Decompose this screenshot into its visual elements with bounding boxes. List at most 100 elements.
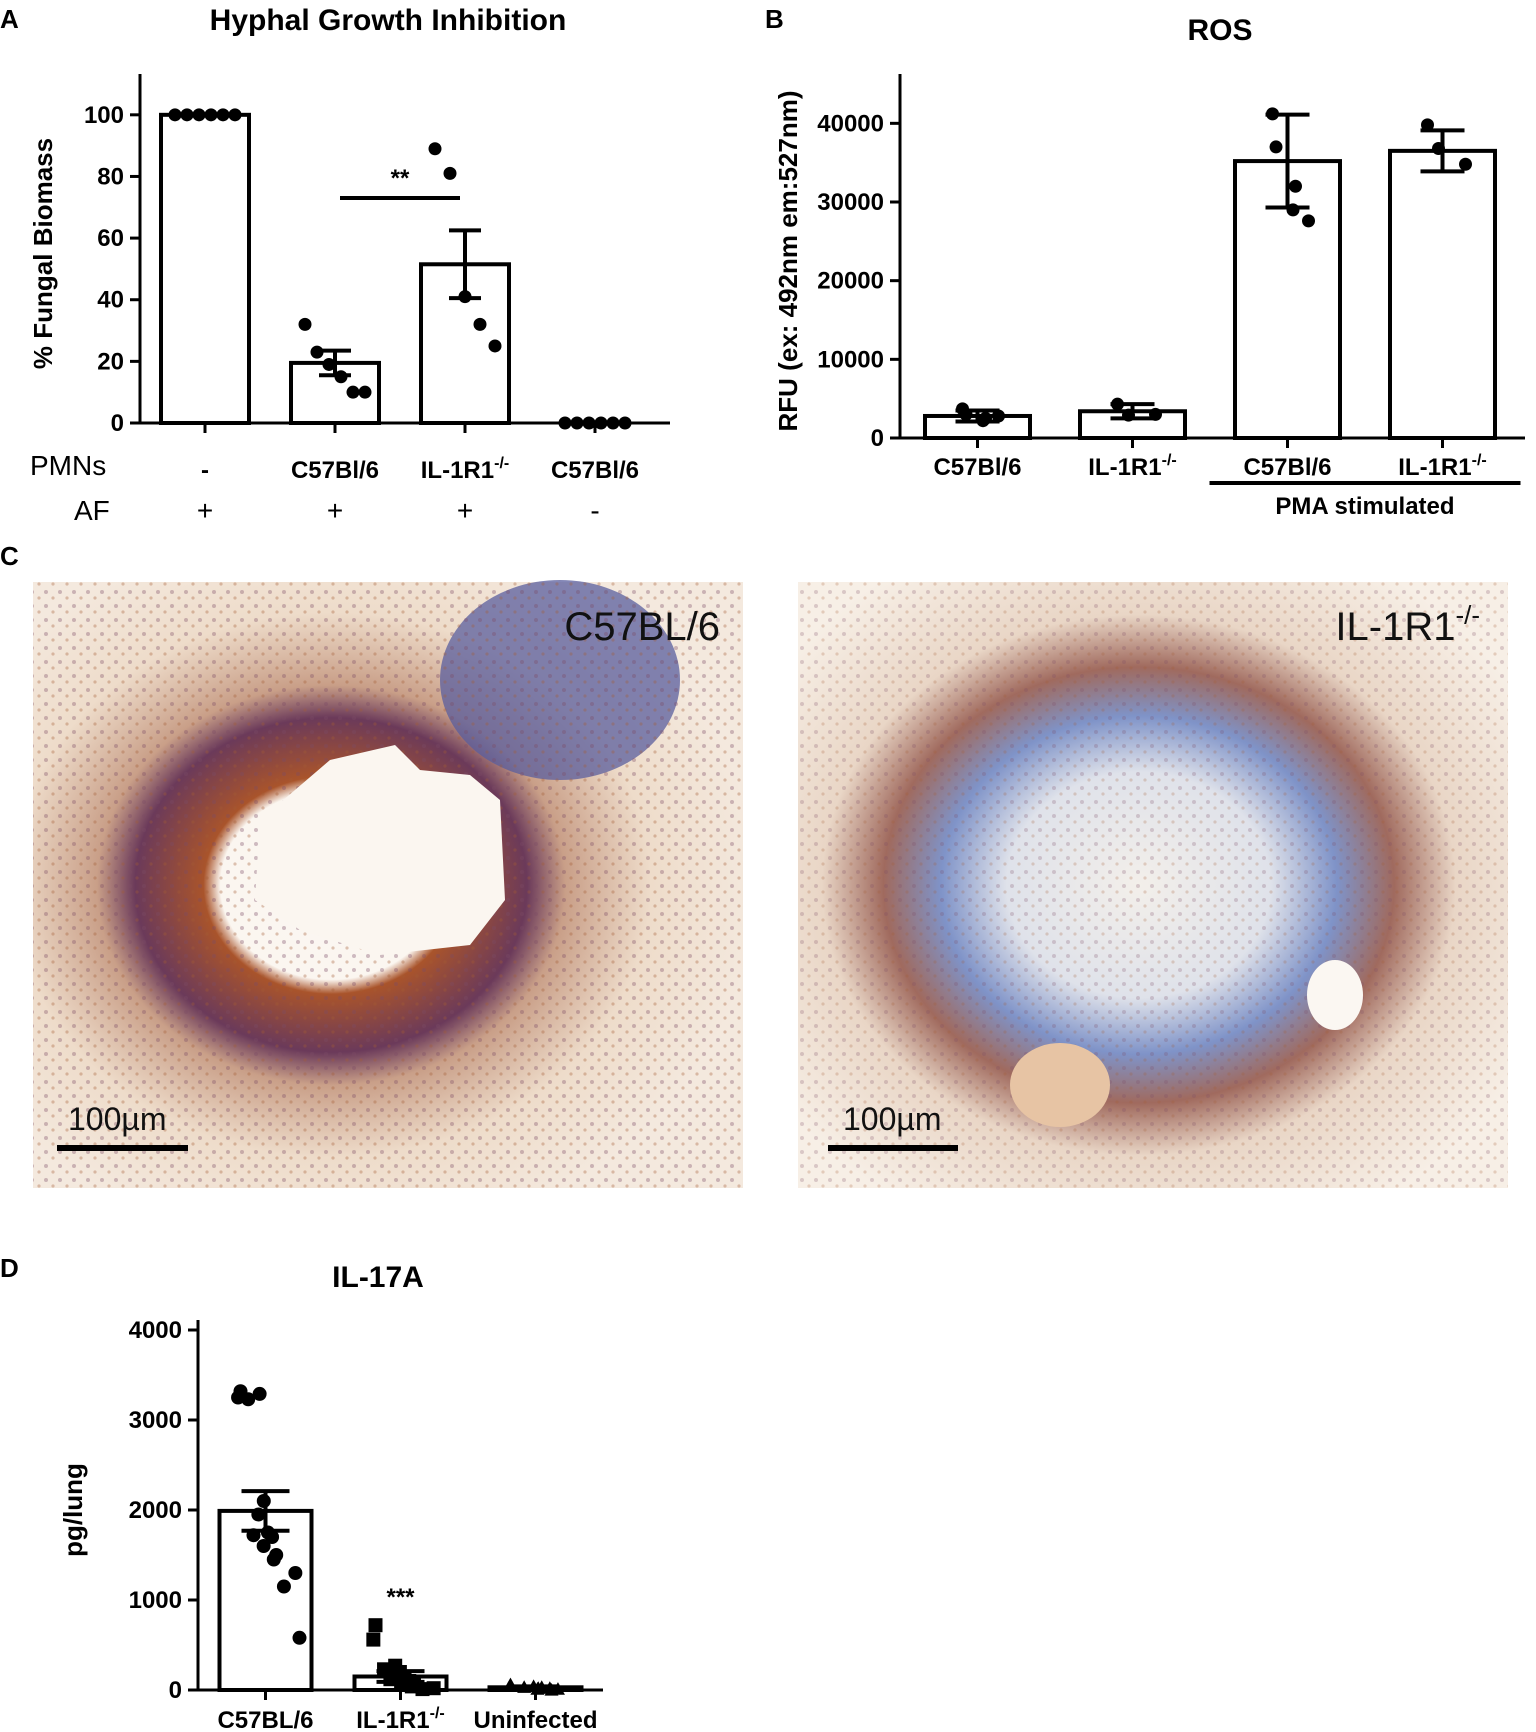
micrograph-label-il1r1: IL-1R1-/-: [1335, 600, 1480, 649]
row-label-pmns: PMNs: [30, 450, 106, 481]
af-label: +: [197, 495, 213, 526]
y-tick-label: 40: [97, 287, 124, 314]
data-point: [298, 317, 312, 331]
y-tick-label: 100: [84, 102, 124, 129]
data-point: [594, 416, 608, 430]
data-point: [266, 1552, 281, 1567]
data-point: [276, 1579, 291, 1594]
y-axis-label: RFU (ex: 492nm em:527nm): [773, 91, 803, 432]
data-point: [265, 1530, 280, 1544]
af-label: +: [327, 495, 343, 526]
data-point: [1122, 408, 1135, 422]
data-point: [473, 317, 487, 331]
data-point: [383, 1672, 398, 1687]
data-point: [310, 345, 324, 359]
data-point: [358, 385, 372, 399]
category-label: C57Bl/6: [933, 454, 1021, 481]
data-point: [517, 1680, 532, 1693]
row-label-af: AF: [74, 495, 110, 526]
pmns-label: IL-1R1-/-: [421, 455, 509, 484]
y-tick-label: 0: [111, 410, 124, 437]
data-point: [251, 1507, 266, 1522]
panel-letter-d: D: [0, 1253, 19, 1283]
panel-letter-c: C: [0, 541, 19, 571]
data-point: [582, 416, 596, 430]
data-point: [366, 1632, 381, 1647]
data-point: [1289, 179, 1302, 193]
category-label: Uninfected: [473, 1707, 597, 1732]
data-point: [180, 108, 194, 122]
data-point: [204, 108, 218, 122]
data-point: [1111, 397, 1124, 411]
data-point: [1302, 214, 1315, 228]
pmns-label: C57Bl/6: [291, 457, 379, 484]
data-point: [241, 1392, 256, 1407]
data-point: [1266, 107, 1279, 121]
y-tick-label: 2000: [129, 1497, 182, 1524]
bar: [1388, 148, 1497, 440]
bar: [159, 112, 251, 426]
data-point: [252, 1386, 267, 1401]
micrograph-label-c57bl6: C57BL/6: [564, 605, 720, 649]
y-tick-label: 4000: [129, 1317, 182, 1344]
y-tick-label: 40000: [817, 110, 884, 137]
chart-ros: ROS 0 10000 20000 30000 40000 RFU (ex: 492nm e…: [773, 14, 1525, 520]
category-label: IL-1R1-/-: [1398, 452, 1486, 481]
y-tick-label: 80: [97, 163, 124, 190]
data-point: [558, 416, 572, 430]
data-point: [544, 1683, 559, 1696]
data-point: [334, 370, 348, 384]
scale-label-right: 100µm: [843, 1101, 941, 1137]
data-point: [404, 1679, 419, 1694]
data-point: [1432, 142, 1445, 156]
data-point: [428, 142, 442, 156]
micrograph-il1r1: IL-1R1-/- 100µm: [798, 582, 1508, 1188]
category-label: IL-1R1-/-: [356, 1705, 444, 1732]
data-point: [246, 1528, 261, 1543]
data-point: [458, 290, 472, 304]
data-point: [216, 108, 230, 122]
category-label: IL-1R1-/-: [1088, 452, 1176, 481]
chart-il17a: IL-17A 0 1000 2000 3000 4000 pg/lung C57BL/6 IL-…: [58, 1261, 603, 1732]
category-label: C57BL/6: [217, 1707, 313, 1732]
data-point: [168, 108, 182, 122]
data-point: [959, 407, 973, 421]
y-tick-label: 30000: [817, 189, 884, 216]
data-point: [606, 416, 620, 430]
significance-label: **: [391, 165, 410, 192]
data-point: [322, 357, 336, 371]
data-point: [426, 1681, 441, 1696]
y-tick-label: 10000: [817, 346, 884, 373]
scale-label-left: 100µm: [68, 1101, 166, 1137]
panel-letter-a: A: [0, 4, 19, 34]
data-point: [292, 1630, 307, 1645]
pmns-label: C57Bl/6: [551, 457, 639, 484]
y-tick-label: 20: [97, 348, 124, 375]
data-point: [346, 385, 360, 399]
data-point: [394, 1675, 409, 1690]
significance-label: ***: [386, 1584, 415, 1611]
data-point: [192, 108, 206, 122]
y-tick-label: 0: [169, 1677, 182, 1704]
data-point: [992, 409, 1005, 423]
data-point: [503, 1678, 518, 1692]
group-label: PMA stimulated: [1275, 493, 1454, 520]
chart-title: ROS: [1187, 14, 1252, 47]
chart-title: IL-17A: [332, 1261, 424, 1294]
category-label: C57Bl/6: [1243, 454, 1331, 481]
y-tick-label: 20000: [817, 268, 884, 295]
af-label: -: [590, 495, 599, 526]
data-point: [288, 1566, 303, 1580]
data-point: [368, 1618, 383, 1633]
y-tick-label: 0: [871, 425, 884, 452]
data-point: [618, 416, 632, 430]
data-point: [1149, 407, 1162, 421]
data-point: [228, 108, 242, 122]
y-tick-label: 1000: [129, 1587, 182, 1614]
data-point: [976, 414, 990, 428]
panel-letter-b: B: [765, 4, 784, 34]
data-point: [530, 1682, 545, 1695]
y-tick-label: 60: [97, 225, 124, 252]
data-point: [1421, 118, 1434, 132]
